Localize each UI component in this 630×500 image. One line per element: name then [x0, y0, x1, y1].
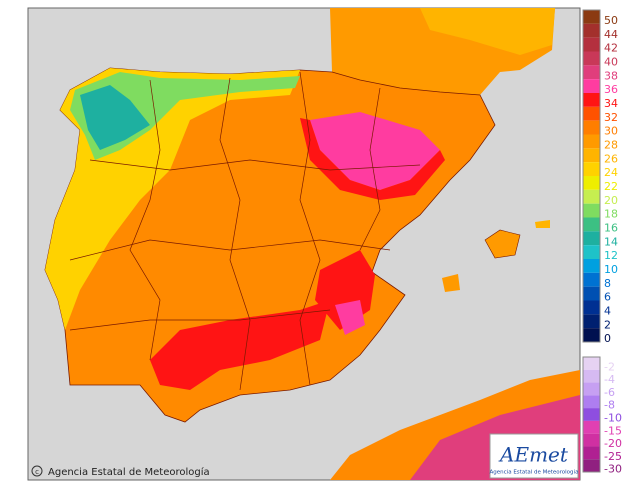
legend-frame	[582, 9, 601, 343]
legend-label: -6	[604, 386, 615, 399]
legend-swatch	[583, 245, 600, 259]
legend-swatch	[583, 395, 600, 409]
legend-label: 22	[604, 180, 618, 193]
logo-subtitle: Agencia Estatal de Meteorologia	[490, 470, 579, 476]
legend-swatch	[583, 79, 600, 93]
legend-swatch	[583, 357, 600, 370]
legend-label: 42	[604, 42, 618, 55]
ebro-hot	[310, 112, 440, 190]
mallorca	[484, 229, 521, 259]
legend-swatch	[583, 65, 600, 80]
legend-swatch	[583, 408, 600, 421]
legend-label: 50	[604, 14, 618, 27]
menorca	[535, 220, 550, 228]
legend-swatch	[583, 300, 600, 315]
legend-swatch	[583, 189, 600, 204]
legend: 5044424038363432302826242220181614121086…	[582, 9, 622, 476]
legend-frame	[582, 356, 601, 473]
legend-label: 0	[604, 332, 611, 345]
legend-label: 32	[604, 111, 618, 124]
legend-label: -20	[604, 437, 622, 450]
legend-swatch	[583, 37, 600, 52]
legend-swatch	[583, 314, 600, 329]
ibiza	[442, 274, 460, 292]
logo-box	[489, 433, 579, 479]
legend-label: 18	[604, 208, 618, 221]
legend-swatch	[583, 23, 600, 38]
legend-swatch	[583, 93, 600, 107]
copyright-c: c	[35, 468, 39, 476]
legend-swatch	[583, 420, 600, 434]
legend-swatch	[583, 328, 600, 342]
legend-swatch	[583, 286, 600, 301]
copyright-icon	[31, 465, 43, 477]
murcia-hot	[335, 300, 365, 335]
legend-label: 40	[604, 55, 618, 68]
legend-label: -15	[604, 424, 622, 437]
france-warm	[420, 8, 555, 55]
legend-swatch	[583, 272, 600, 287]
legend-swatch	[583, 162, 600, 176]
legend-swatch	[583, 203, 600, 218]
legend-label: 10	[604, 263, 618, 276]
legend-label: 8	[604, 277, 611, 290]
legend-label: 28	[604, 138, 618, 151]
legend-swatch	[583, 120, 600, 135]
legend-swatch	[583, 382, 600, 396]
legend-label: 34	[604, 97, 618, 110]
logo-name: AEmet	[498, 443, 569, 467]
legend-label: 26	[604, 152, 618, 165]
legend-label: 2	[604, 318, 611, 331]
legend-swatch	[583, 459, 600, 472]
legend-swatch	[583, 217, 600, 232]
legend-label: 6	[604, 291, 611, 304]
borders	[69, 71, 421, 391]
legend-label: 38	[604, 69, 618, 82]
legend-label: 4	[604, 304, 611, 317]
legend-label: 20	[604, 194, 618, 207]
legend-swatch	[583, 10, 600, 24]
legend-label: -4	[604, 373, 615, 386]
legend-label: 30	[604, 125, 618, 138]
legend-swatch	[583, 148, 600, 163]
legend-label: 36	[604, 83, 618, 96]
legend-swatch	[583, 231, 600, 246]
legend-swatch	[583, 51, 600, 66]
legend-swatch	[583, 106, 600, 121]
ebro-rim	[300, 118, 445, 200]
legend-swatch	[583, 369, 600, 383]
legend-label: -25	[604, 450, 622, 463]
legend-label: 14	[604, 235, 618, 248]
legend-label: -8	[604, 399, 615, 412]
legend-swatch	[583, 446, 600, 460]
legend-label: -30	[604, 463, 622, 476]
legend-swatch	[583, 259, 600, 273]
legend-label: -10	[604, 412, 622, 425]
legend-label: 24	[604, 166, 618, 179]
galicia-cool	[80, 85, 150, 150]
credit: Agencia Estatal de Meteorología	[48, 466, 210, 478]
legend-label: -2	[604, 360, 615, 373]
legend-label: 16	[604, 221, 618, 234]
legend-label: 12	[604, 249, 618, 262]
legend-swatch	[583, 134, 600, 149]
legend-swatch	[583, 176, 600, 190]
legend-label: 44	[604, 28, 618, 41]
guadalquivir-hot	[150, 300, 330, 390]
legend-swatch	[583, 433, 600, 447]
